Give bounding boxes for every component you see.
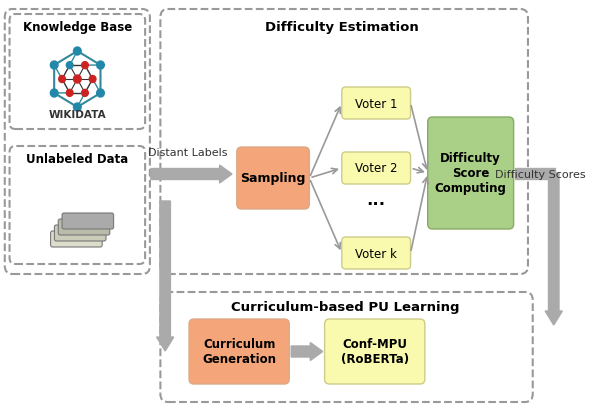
Circle shape bbox=[97, 62, 104, 70]
FancyBboxPatch shape bbox=[428, 118, 514, 229]
FancyBboxPatch shape bbox=[237, 148, 309, 209]
Text: Voter 2: Voter 2 bbox=[355, 162, 398, 175]
FancyBboxPatch shape bbox=[324, 319, 425, 384]
Text: Difficulty
Score
Computing: Difficulty Score Computing bbox=[435, 152, 507, 195]
Circle shape bbox=[97, 90, 104, 98]
Text: Sampling: Sampling bbox=[240, 172, 306, 185]
FancyBboxPatch shape bbox=[51, 231, 102, 247]
FancyArrow shape bbox=[291, 343, 323, 361]
Text: ...: ... bbox=[366, 191, 386, 209]
Text: Voter k: Voter k bbox=[355, 247, 397, 260]
Text: Difficulty Scores: Difficulty Scores bbox=[495, 170, 586, 180]
Text: Conf-MPU
(RoBERTa): Conf-MPU (RoBERTa) bbox=[340, 338, 409, 366]
Circle shape bbox=[66, 90, 73, 97]
Circle shape bbox=[59, 76, 65, 83]
FancyArrow shape bbox=[156, 202, 174, 351]
Text: Knowledge Base: Knowledge Base bbox=[22, 21, 132, 34]
Circle shape bbox=[81, 63, 88, 70]
Text: WIKIDATA: WIKIDATA bbox=[48, 110, 106, 120]
FancyBboxPatch shape bbox=[342, 88, 411, 120]
FancyArrow shape bbox=[514, 168, 555, 179]
FancyBboxPatch shape bbox=[189, 319, 289, 384]
FancyBboxPatch shape bbox=[342, 153, 411, 184]
FancyArrow shape bbox=[151, 166, 232, 184]
Text: Voter 1: Voter 1 bbox=[355, 97, 398, 110]
Text: Distant Labels: Distant Labels bbox=[148, 148, 228, 157]
Circle shape bbox=[74, 48, 81, 56]
Circle shape bbox=[81, 90, 88, 97]
Text: Unlabeled Data: Unlabeled Data bbox=[26, 153, 129, 166]
FancyBboxPatch shape bbox=[54, 225, 106, 241]
FancyBboxPatch shape bbox=[58, 220, 110, 236]
Circle shape bbox=[74, 76, 81, 84]
Circle shape bbox=[89, 76, 96, 83]
Circle shape bbox=[50, 90, 58, 98]
Circle shape bbox=[66, 63, 73, 70]
Text: Curriculum
Generation: Curriculum Generation bbox=[202, 338, 276, 366]
FancyBboxPatch shape bbox=[62, 213, 114, 229]
Text: Difficulty Estimation: Difficulty Estimation bbox=[265, 20, 419, 34]
Text: Curriculum-based PU Learning: Curriculum-based PU Learning bbox=[231, 301, 460, 314]
FancyBboxPatch shape bbox=[342, 237, 411, 270]
Circle shape bbox=[74, 104, 81, 112]
Circle shape bbox=[50, 62, 58, 70]
FancyArrow shape bbox=[545, 173, 562, 325]
